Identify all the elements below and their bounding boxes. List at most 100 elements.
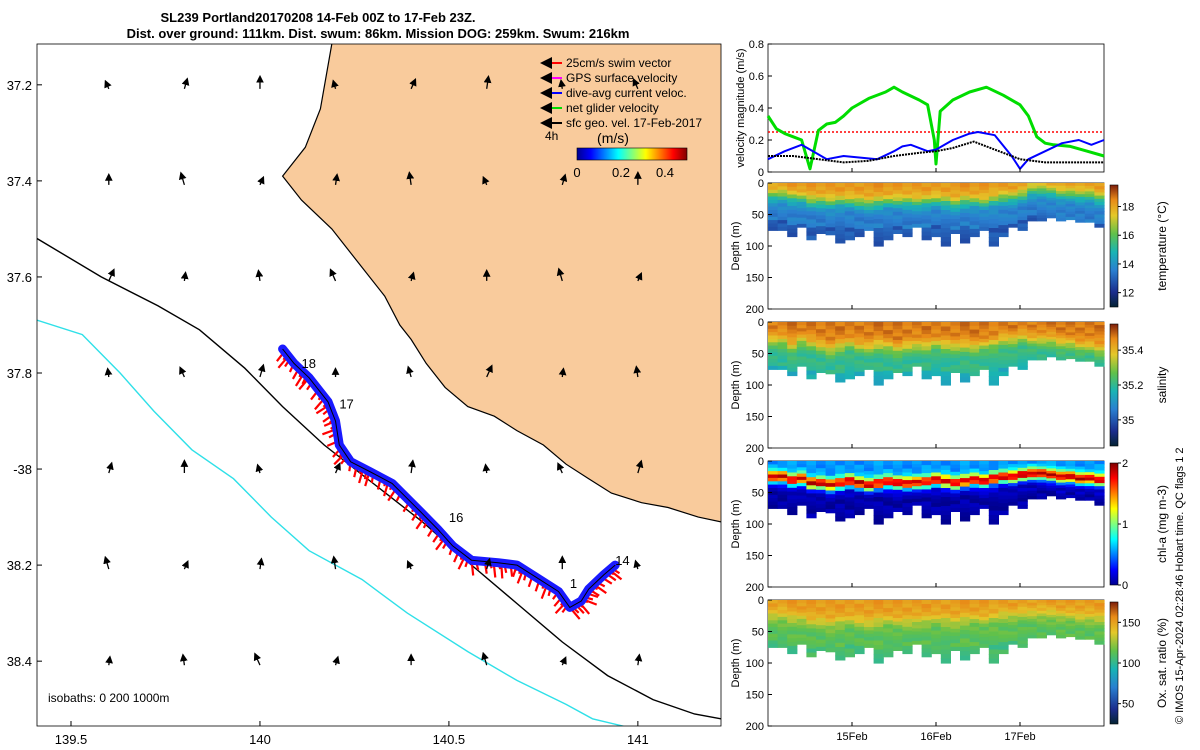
chl-a-cell xyxy=(1056,482,1067,486)
oxygen-saturation-cell xyxy=(902,638,913,643)
temperature-cell xyxy=(825,183,836,188)
temperature-cell xyxy=(1084,194,1095,198)
temperature-cell xyxy=(931,209,942,215)
chl-a-cell xyxy=(864,488,875,492)
oxygen-saturation-cell xyxy=(1036,613,1047,617)
oxygen-saturation-cell xyxy=(1075,605,1086,609)
chl-a-cell xyxy=(864,501,875,506)
chl-a-cell xyxy=(1027,488,1038,492)
temperature-cell xyxy=(1017,210,1028,214)
oxygen-saturation-cell xyxy=(1056,602,1067,606)
temperature-cell xyxy=(777,186,788,191)
chl-a-cell xyxy=(998,503,1009,508)
chl-a-cell xyxy=(1017,494,1028,499)
oxygen-saturation-cell xyxy=(912,631,923,636)
salinity-cell xyxy=(1056,357,1067,361)
salinity-cell xyxy=(1017,342,1028,347)
salinity-cell xyxy=(816,347,827,352)
salinity-cell xyxy=(873,340,884,346)
oxygen-saturation-cell xyxy=(796,600,807,604)
chl-a-cell xyxy=(1075,497,1086,501)
oxygen-saturation-cell xyxy=(1056,635,1067,639)
oxygen-saturation-cell xyxy=(960,600,971,605)
oxygen-saturation-cell xyxy=(988,645,999,651)
salinity-cell xyxy=(931,352,942,357)
oxygen-saturation-cell xyxy=(768,637,779,642)
temperature-cell xyxy=(892,215,903,220)
geo-velocity-arrow xyxy=(178,171,187,186)
salinity-cell xyxy=(940,335,951,341)
oxygen-saturation-cell xyxy=(998,638,1009,643)
chl-a-cell xyxy=(960,465,971,471)
temperature-cell xyxy=(892,183,903,188)
chl-a-cell xyxy=(806,513,817,519)
temperature-cell xyxy=(988,183,999,189)
chl-a-cell xyxy=(998,483,1009,489)
temperature-cell xyxy=(1084,185,1095,190)
salinity-cell xyxy=(1046,329,1057,333)
oxygen-saturation-cell xyxy=(998,623,1009,628)
chl-a-cell xyxy=(1036,477,1047,481)
salinity-cell xyxy=(1027,346,1038,350)
salinity-cell xyxy=(816,329,827,334)
geo-velocity-arrow xyxy=(635,271,643,282)
chl-a-cell xyxy=(960,490,971,496)
oxygen-saturation-cell xyxy=(854,642,865,647)
temperature-cell xyxy=(768,206,779,211)
salinity-cell xyxy=(1017,362,1028,367)
salinity-cell xyxy=(825,355,836,360)
speed-tick-label: 0.2 xyxy=(612,165,630,180)
oxygen-saturation-cell xyxy=(979,613,990,618)
temperature-cell xyxy=(787,202,798,207)
salinity-cell xyxy=(1036,346,1047,350)
chl-a-cell xyxy=(787,461,798,466)
temperature-cell xyxy=(1056,185,1067,189)
salinity-cell xyxy=(796,347,807,351)
chl-a-ytick-label: 200 xyxy=(746,582,764,594)
temperature-cell xyxy=(1027,212,1038,216)
oxygen-saturation-cell xyxy=(931,611,942,616)
oxygen-saturation-cell xyxy=(1046,617,1057,621)
oxygen-saturation-cell xyxy=(873,627,884,633)
temperature-cell xyxy=(1036,183,1047,187)
salinity-cell xyxy=(873,371,884,377)
oxygen-saturation-cell xyxy=(864,613,875,618)
salinity-cell xyxy=(825,370,836,375)
oxygen-saturation-cell xyxy=(883,608,894,613)
salinity-cell xyxy=(787,333,798,338)
oxygen-saturation-cell xyxy=(979,606,990,611)
chl-a-cell xyxy=(825,509,836,514)
salinity-cell xyxy=(835,322,846,327)
chl-a-cell xyxy=(1084,477,1095,482)
velocity-axis-ticks: 00.20.40.60.8 xyxy=(749,39,1021,179)
salinity-cell xyxy=(1017,325,1028,330)
temperature-cell xyxy=(835,212,846,218)
temperature-cell xyxy=(1017,223,1028,228)
temperature-cell xyxy=(768,223,779,228)
salinity-cell xyxy=(988,353,999,359)
oxygen-saturation-cell xyxy=(844,616,855,621)
geo-velocity-arrow xyxy=(107,268,115,282)
oxygen-saturation-cell xyxy=(1056,621,1067,625)
chl-a-cell xyxy=(854,483,865,489)
chl-a-cell xyxy=(892,500,903,505)
oxygen-saturation-cell xyxy=(835,621,846,627)
temperature-cell xyxy=(864,210,875,214)
temperature-cell xyxy=(1075,188,1086,192)
salinity-cell xyxy=(1027,349,1038,353)
chl-a-cell xyxy=(825,486,836,492)
temperature-cell xyxy=(1027,191,1038,195)
salinity-cell xyxy=(777,359,788,364)
temperature-cell xyxy=(1075,199,1086,204)
chl-a-cell xyxy=(796,495,807,500)
salinity-cell xyxy=(988,380,999,386)
temperature-cell xyxy=(892,222,903,227)
temperature-cell xyxy=(912,220,923,225)
chl-a-cell xyxy=(979,498,990,503)
oxygen-saturation-cell xyxy=(1036,621,1047,625)
chl-a-cell xyxy=(1094,464,1105,468)
chl-a-cell xyxy=(816,500,827,505)
chl-a-cell xyxy=(854,499,865,504)
chl-a-cell xyxy=(1017,488,1028,492)
oxygen-saturation-cell xyxy=(796,628,807,633)
